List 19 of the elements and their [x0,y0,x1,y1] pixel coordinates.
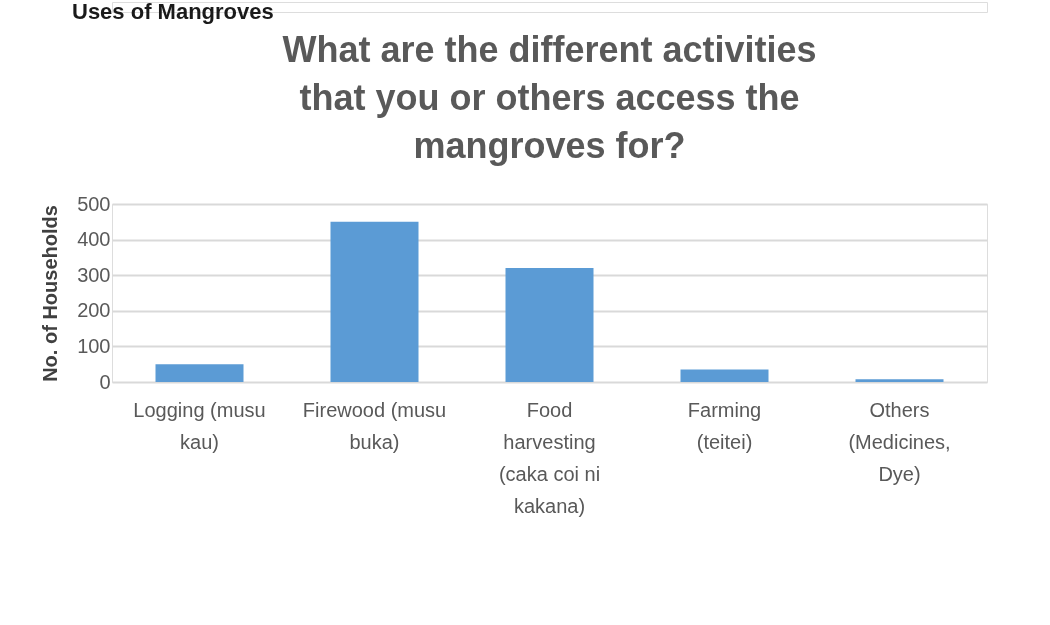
y-tick-label: 0 [99,370,111,393]
x-tick-label: Logging (musu kau) [133,398,266,453]
y-axis-title: No. of Households [39,205,62,382]
chart-title: What are the different activities that you or others access the mangroves for? [282,29,817,166]
x-tick-label: Food harvesting (caka coi ni kakana) [498,398,601,517]
y-tick-label: 400 [77,228,111,251]
x-tick-label: Farming (teitei) [687,398,762,453]
bar [330,221,419,382]
y-tick-label: 200 [77,299,111,322]
bar [155,364,244,382]
bar [505,268,594,382]
y-tick-label: 300 [77,263,111,286]
y-tick-label: 500 [77,192,111,215]
bar [680,369,769,382]
x-tick-label: Others (Medicines, Dye) [848,398,951,485]
text: Uses of Mangroves [72,0,274,24]
bar [855,379,944,382]
x-tick-label: Firewood (musu buka) [302,398,447,453]
y-tick-label: 100 [77,334,111,357]
